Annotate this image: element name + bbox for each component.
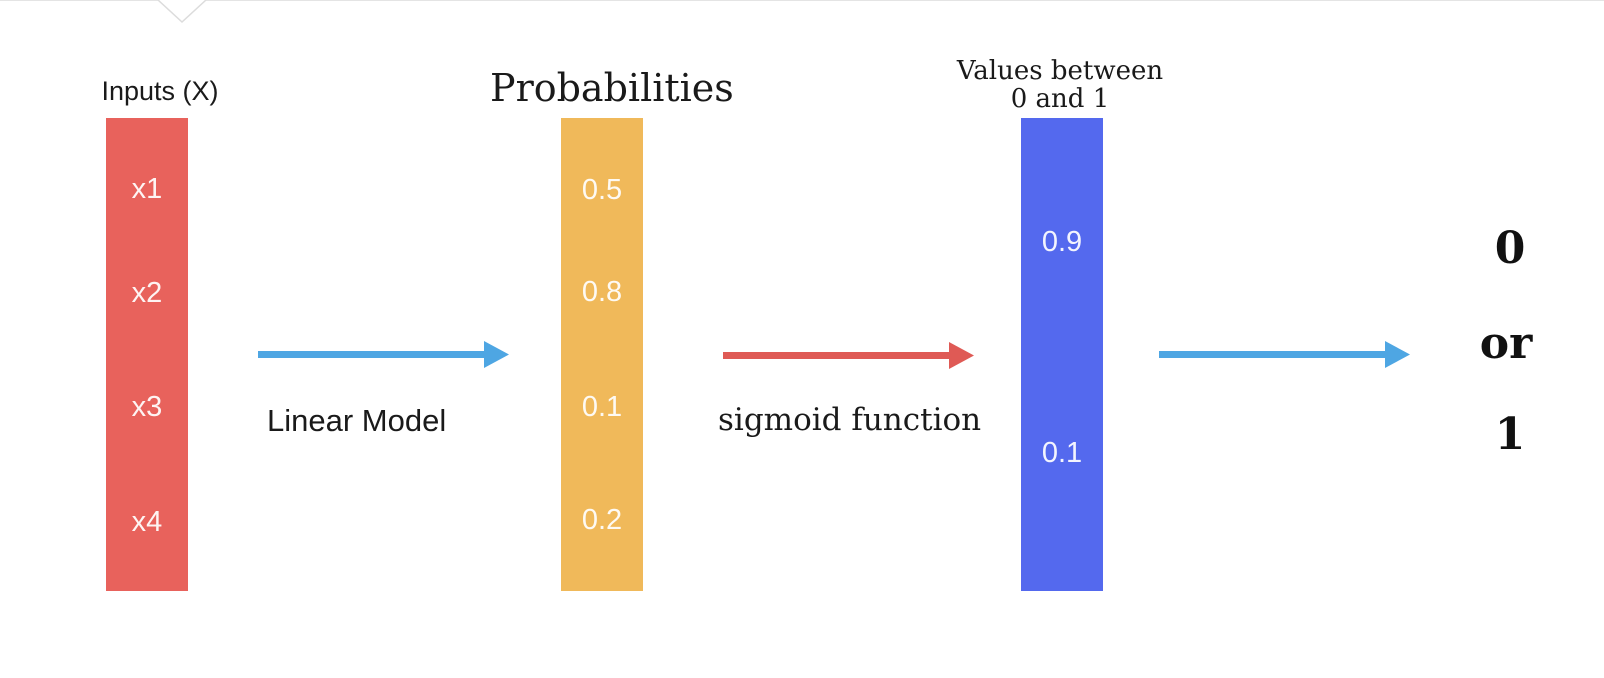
probability-cell: 0.8 [581,276,623,308]
probability-cell: 0.5 [581,174,623,206]
output-zero: 0 [1494,223,1526,274]
value-cell: 0.9 [1041,226,1083,258]
probability-cell: 0.2 [581,504,623,536]
input-cell-x2: x2 [131,277,163,309]
values-heading-line-2: 0 and 1 [1010,84,1110,114]
probabilities-heading: Probabilities [490,66,734,110]
linear-model-label: Linear Model [267,403,447,438]
output-or: or [1479,318,1533,369]
linear-model-arrow-icon [258,341,509,368]
probability-cell: 0.1 [581,391,623,423]
caret-notch-icon [157,0,207,24]
sigmoid-function-label: sigmoid function [718,402,982,438]
probabilities-column: 0.5 0.8 0.1 0.2 [561,118,643,591]
input-cell-x3: x3 [131,391,163,423]
input-cell-x1: x1 [131,173,163,205]
values-heading: Values between 0 and 1 [940,57,1180,113]
inputs-heading: Inputs (X) [101,76,219,106]
values-heading-line-1: Values between [956,56,1164,86]
input-cell-x4: x4 [131,506,163,538]
output-one: 1 [1494,409,1526,460]
values-column: 0.9 0.1 [1021,118,1103,591]
output-arrow-icon [1159,341,1410,368]
value-cell: 0.1 [1041,437,1083,469]
inputs-column: x1 x2 x3 x4 [106,118,188,591]
top-divider [0,0,1604,1]
sigmoid-arrow-icon [723,342,974,369]
